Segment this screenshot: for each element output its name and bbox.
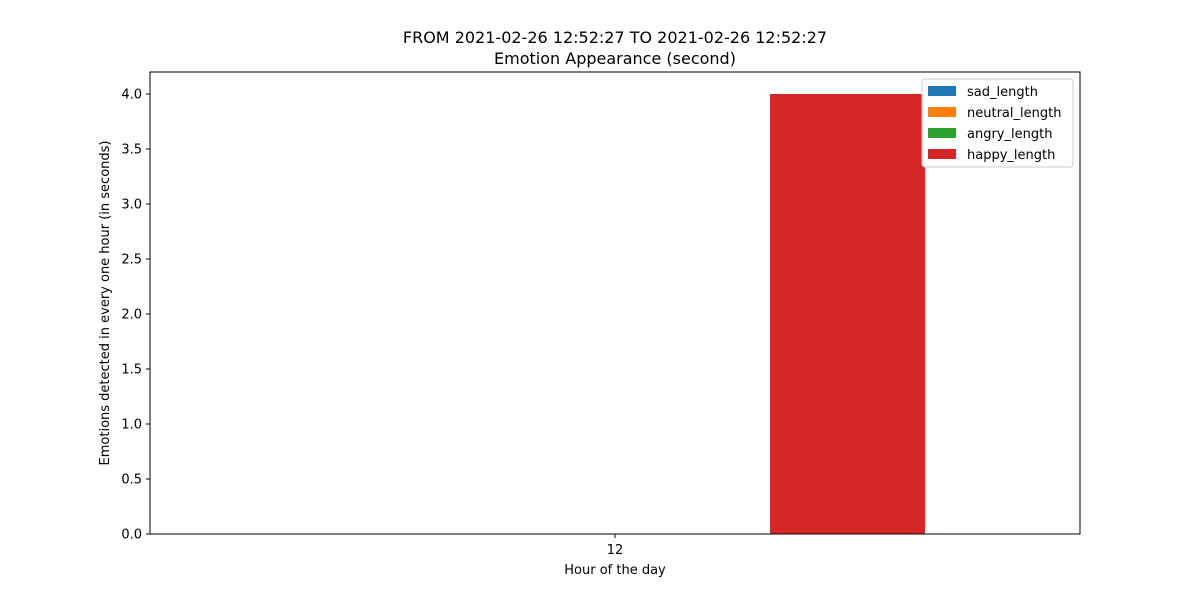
chart-title-line2: Emotion Appearance (second) [494, 49, 736, 68]
y-tick-label: 0.5 [121, 473, 142, 488]
legend-swatch-sad_length [928, 86, 956, 96]
x-tick-label: 12 [607, 543, 624, 558]
y-tick-label: 3.0 [121, 198, 142, 213]
legend-swatch-neutral_length [928, 107, 956, 117]
legend-label-angry_length: angry_length [967, 127, 1052, 142]
bar-happy_length [770, 94, 925, 534]
y-axis: 0.0 0.5 1.0 1.5 2.0 2.5 3.0 3.5 4.0 [121, 88, 150, 543]
legend-label-happy_length: happy_length [967, 148, 1055, 163]
y-tick-label: 1.5 [121, 363, 142, 378]
y-tick-label: 1.0 [121, 418, 142, 433]
x-axis-label: Hour of the day [564, 563, 666, 578]
legend-box [921, 78, 1074, 168]
legend: sad_length neutral_length angry_lengthhapp… [921, 78, 1074, 168]
chart-title-line1: FROM 2021-02-26 12:52:27 TO 2021-02-26 1… [403, 28, 827, 47]
legend-label-neutral_length: neutral_length [967, 106, 1061, 121]
legend-swatch-happy_length [928, 149, 956, 159]
plot-frame [149, 71, 1081, 535]
legend-swatch-angry_length [928, 128, 956, 138]
legend-label-sad_length: sad_length [967, 85, 1038, 100]
y-tick-label: 3.5 [121, 143, 142, 158]
x-axis: 12 [607, 534, 624, 558]
y-tick-label: 2.0 [121, 308, 142, 323]
bars-group [770, 94, 925, 534]
y-tick-label: 0.0 [121, 528, 142, 543]
y-tick-label: 2.5 [121, 253, 142, 268]
y-axis-label: Emotions detected in every one hour (in … [98, 141, 113, 466]
y-tick-label: 4.0 [121, 88, 142, 103]
